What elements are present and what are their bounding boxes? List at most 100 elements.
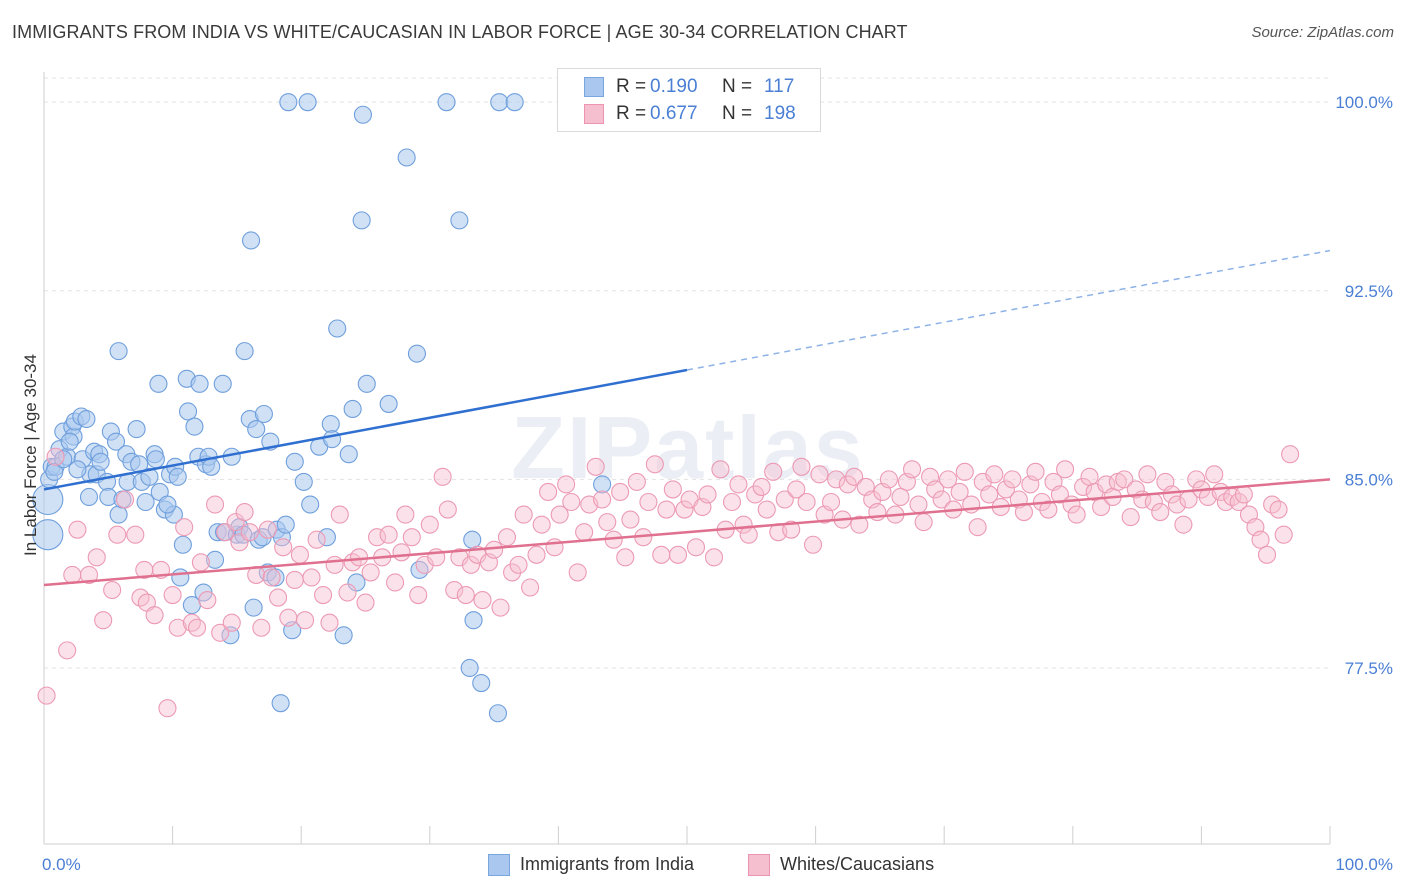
data-point-india: [347, 573, 366, 592]
y-tick-label: 92.5%: [1345, 282, 1393, 301]
data-point-whites: [775, 490, 794, 509]
data-point-whites: [668, 545, 688, 564]
data-point-whites: [593, 490, 612, 509]
data-point-whites: [1205, 465, 1224, 484]
data-point-whites: [509, 555, 528, 574]
data-point-whites: [639, 492, 658, 512]
data-point-india: [266, 568, 285, 587]
data-point-whites: [722, 492, 742, 512]
y-tick-label: 77.5%: [1345, 659, 1393, 678]
trend-line-india: [43, 368, 688, 491]
data-point-whites: [269, 588, 288, 607]
whites-swatch: [584, 104, 604, 124]
data-point-whites: [657, 500, 676, 519]
data-point-india: [146, 450, 165, 469]
data-point-india: [178, 402, 198, 421]
data-point-whites: [420, 515, 439, 534]
data-point-india: [158, 495, 177, 514]
x-tick-label: 0.0%: [42, 855, 81, 874]
data-point-whites: [598, 513, 617, 532]
data-point-india: [294, 472, 313, 491]
data-point-india: [464, 611, 483, 630]
data-point-whites: [1080, 467, 1099, 486]
data-point-whites: [226, 513, 245, 532]
data-point-india: [60, 432, 79, 451]
data-point-india: [301, 495, 320, 514]
stats-row-india: R = 0.190 N = 117: [558, 74, 820, 100]
r-value: 0.190: [650, 76, 698, 97]
data-point-whites: [262, 568, 281, 587]
data-point-india: [463, 530, 482, 549]
data-point-india: [235, 342, 254, 361]
data-point-whites: [456, 585, 475, 605]
data-point-whites: [879, 470, 898, 489]
data-point-whites: [575, 523, 594, 542]
data-point-india: [410, 560, 429, 579]
data-point-whites: [729, 475, 748, 494]
data-point-whites: [163, 585, 182, 605]
data-point-whites: [296, 611, 315, 630]
data-point-whites: [792, 457, 811, 476]
data-point-whites: [627, 472, 646, 491]
data-point-whites: [902, 460, 922, 479]
data-point-india: [244, 598, 263, 617]
data-point-whites: [891, 487, 910, 507]
data-point-whites: [782, 520, 801, 539]
data-point-india: [321, 415, 340, 434]
data-point-whites: [330, 505, 349, 524]
data-point-whites: [402, 528, 421, 547]
data-point-india: [437, 93, 456, 112]
n-value: 117: [764, 76, 795, 97]
data-point-whites: [473, 591, 492, 610]
data-point-whites: [704, 548, 724, 567]
data-point-whites: [821, 492, 841, 512]
data-point-india: [91, 452, 110, 471]
data-point-india: [213, 374, 232, 393]
data-point-india: [488, 704, 508, 723]
x-tick-labels: 0.0% 100.0%: [42, 855, 1393, 874]
data-point-whites: [909, 495, 928, 514]
data-point-whites: [752, 477, 771, 496]
data-point-whites: [491, 598, 510, 617]
y-tick-label: 85.0%: [1345, 470, 1393, 489]
data-point-india: [472, 674, 491, 693]
data-point-india: [323, 430, 342, 449]
stats-row-whites: R = 0.677 N = 198: [558, 101, 820, 127]
data-point-whites: [932, 490, 951, 509]
data-point-india: [276, 515, 295, 534]
data-point-whites: [698, 485, 717, 504]
watermark: ZIPatlas: [511, 398, 864, 497]
data-point-whites: [663, 480, 682, 499]
n-value: 198: [764, 103, 796, 124]
data-point-whites: [392, 543, 411, 562]
data-point-whites: [211, 623, 230, 642]
data-point-whites: [1067, 505, 1086, 524]
data-point-whites: [175, 518, 194, 537]
data-point-whites: [356, 593, 375, 612]
x-tick-label: 100.0%: [1335, 855, 1393, 874]
data-point-india: [149, 374, 168, 393]
data-point-whites: [1274, 525, 1293, 544]
data-point-india: [397, 148, 416, 167]
data-point-whites: [115, 490, 135, 509]
data-point-whites: [307, 530, 326, 549]
chart-title: IMMIGRANTS FROM INDIA VS WHITE/CAUCASIAN…: [12, 22, 908, 42]
data-point-india: [106, 432, 126, 451]
data-point-whites: [1174, 515, 1193, 534]
data-point-whites: [950, 482, 969, 501]
data-point-whites: [302, 568, 321, 587]
data-point-india: [334, 626, 353, 645]
data-point-whites: [361, 563, 380, 582]
data-point-india: [505, 93, 524, 112]
data-point-india: [136, 492, 155, 512]
trend-line-whites: [43, 478, 1331, 587]
data-point-whites: [787, 480, 806, 499]
data-point-india: [77, 409, 96, 429]
data-point-whites: [539, 482, 558, 501]
data-point-whites: [126, 525, 145, 544]
data-point-india: [407, 344, 426, 363]
data-point-india: [202, 457, 221, 476]
y-axis-label: In Labor Force | Age 30-34: [21, 354, 40, 556]
data-point-whites: [968, 518, 987, 537]
